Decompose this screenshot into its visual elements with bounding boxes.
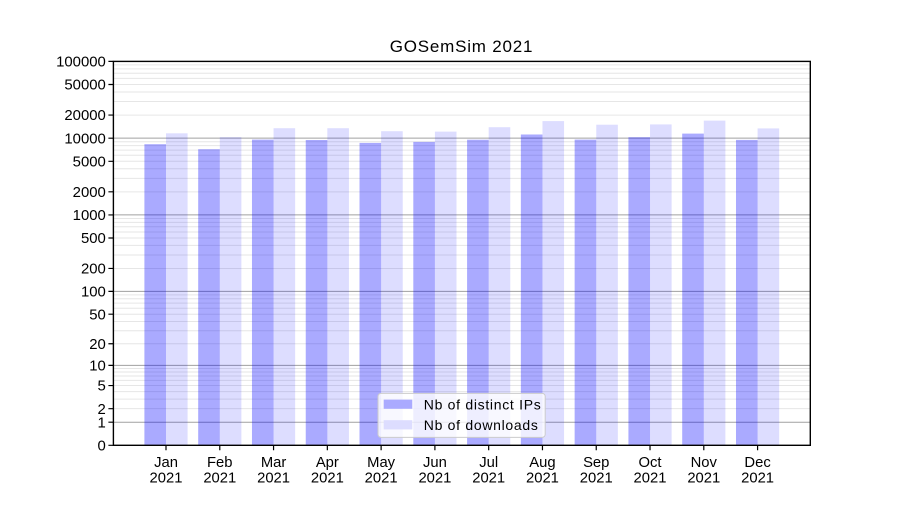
svg-text:2021: 2021 — [418, 471, 451, 487]
svg-text:2: 2 — [98, 402, 106, 418]
svg-text:0: 0 — [98, 438, 106, 454]
svg-text:2021: 2021 — [203, 471, 236, 487]
svg-text:Jun: Jun — [423, 455, 447, 471]
svg-text:Aug: Aug — [529, 455, 555, 471]
svg-text:Nov: Nov — [691, 455, 718, 471]
svg-text:2021: 2021 — [150, 471, 183, 487]
svg-text:2000: 2000 — [73, 185, 106, 201]
svg-text:500: 500 — [81, 231, 106, 247]
svg-text:Mar: Mar — [261, 455, 287, 471]
svg-text:50: 50 — [89, 307, 106, 323]
svg-text:50000: 50000 — [64, 78, 105, 94]
svg-text:10000: 10000 — [64, 131, 105, 147]
svg-text:2021: 2021 — [472, 471, 505, 487]
svg-text:Oct: Oct — [639, 455, 662, 471]
svg-text:2021: 2021 — [365, 471, 398, 487]
svg-text:2021: 2021 — [741, 471, 774, 487]
svg-text:100000: 100000 — [56, 55, 106, 71]
svg-text:2021: 2021 — [311, 471, 344, 487]
svg-text:5: 5 — [98, 379, 106, 395]
svg-text:20: 20 — [89, 337, 106, 353]
svg-text:100: 100 — [81, 285, 106, 301]
svg-text:2021: 2021 — [687, 471, 720, 487]
svg-text:2021: 2021 — [580, 471, 613, 487]
svg-text:Nb of distinct IPs: Nb of distinct IPs — [424, 396, 542, 412]
svg-text:2021: 2021 — [257, 471, 290, 487]
svg-text:1000: 1000 — [73, 208, 106, 224]
svg-text:Jan: Jan — [154, 455, 178, 471]
svg-text:Jul: Jul — [479, 455, 498, 471]
svg-text:Apr: Apr — [316, 455, 339, 471]
svg-text:May: May — [367, 455, 396, 471]
svg-text:2021: 2021 — [526, 471, 559, 487]
svg-text:10: 10 — [89, 358, 106, 374]
svg-text:200: 200 — [81, 262, 106, 278]
svg-text:Feb: Feb — [207, 455, 233, 471]
svg-text:Dec: Dec — [744, 455, 771, 471]
svg-text:2021: 2021 — [634, 471, 667, 487]
svg-text:5000: 5000 — [73, 154, 106, 170]
svg-text:Sep: Sep — [583, 455, 609, 471]
svg-text:20000: 20000 — [64, 108, 105, 124]
svg-text:Nb of downloads: Nb of downloads — [424, 417, 539, 433]
svg-text:GOSemSim 2021: GOSemSim 2021 — [390, 37, 534, 56]
svg-text:1: 1 — [98, 415, 106, 431]
